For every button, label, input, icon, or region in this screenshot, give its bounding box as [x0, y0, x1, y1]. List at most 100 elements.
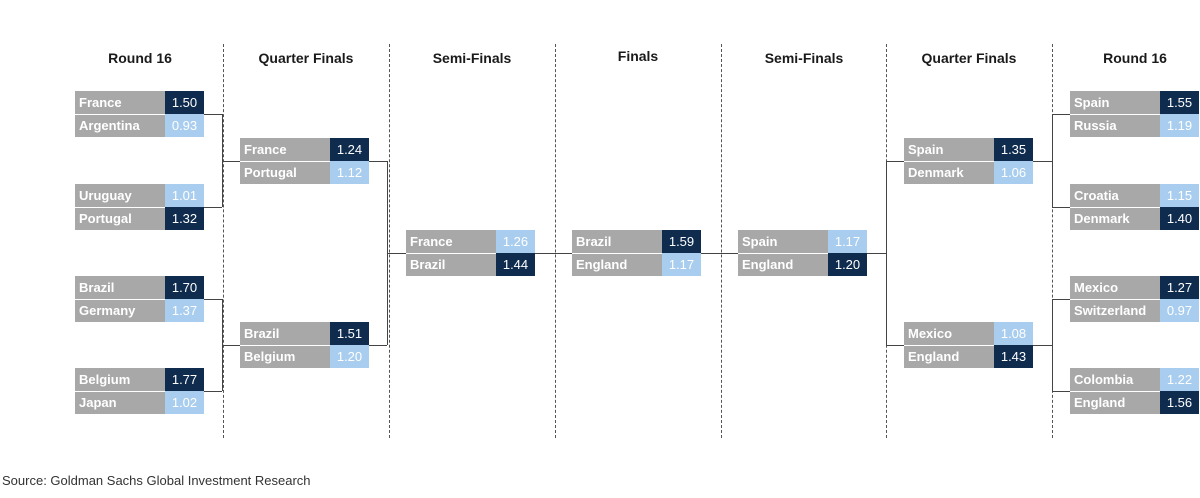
team-row: Colombia 1.22 [1070, 368, 1199, 391]
bracket-line [886, 161, 904, 162]
team-row: England 1.20 [738, 253, 867, 276]
team-name: Spain [1070, 91, 1160, 114]
team-name: England [1070, 391, 1160, 414]
team-score: 1.32 [165, 207, 204, 230]
team-row: Portugal 1.12 [240, 161, 369, 184]
team-divider [75, 391, 165, 392]
bracket-line [1052, 114, 1053, 207]
team-name: Denmark [904, 161, 994, 184]
team-name: England [572, 253, 662, 276]
bracket-line [1052, 114, 1070, 115]
team-row: Mexico 1.08 [904, 322, 1033, 345]
team-score: 1.77 [165, 368, 204, 391]
team-score: 1.19 [1160, 114, 1199, 137]
team-divider [1070, 207, 1160, 208]
bracket-line [1033, 345, 1052, 346]
team-divider [904, 345, 994, 346]
team-divider [738, 253, 828, 254]
team-row: Spain 1.35 [904, 138, 1033, 161]
team-score: 1.15 [1160, 184, 1199, 207]
team-name: England [904, 345, 994, 368]
team-divider [904, 161, 994, 162]
team-row: France 1.24 [240, 138, 369, 161]
round-title-left-r16: Round 16 [108, 50, 172, 66]
team-score: 1.59 [662, 230, 701, 253]
team-name: Brazil [240, 322, 330, 345]
team-name: Uruguay [75, 184, 165, 207]
team-score: 1.44 [496, 253, 535, 276]
team-row: Germany 1.37 [75, 299, 204, 322]
team-row: England 1.17 [572, 253, 701, 276]
team-name: Belgium [240, 345, 330, 368]
team-divider [75, 207, 165, 208]
team-divider [1070, 114, 1160, 115]
team-score: 0.97 [1160, 299, 1199, 322]
team-score: 1.20 [330, 345, 369, 368]
team-score: 1.40 [1160, 207, 1199, 230]
team-score: 1.06 [994, 161, 1033, 184]
team-row: Croatia 1.15 [1070, 184, 1199, 207]
team-name: England [738, 253, 828, 276]
team-divider [1070, 391, 1160, 392]
team-score: 1.56 [1160, 391, 1199, 414]
team-row: France 1.26 [406, 230, 535, 253]
team-name: Argentina [75, 114, 165, 137]
team-name: France [75, 91, 165, 114]
team-row: Spain 1.55 [1070, 91, 1199, 114]
team-score: 1.22 [1160, 368, 1199, 391]
team-name: Germany [75, 299, 165, 322]
bracket-line [204, 391, 222, 392]
team-score: 0.93 [165, 114, 204, 137]
bracket-line [1052, 299, 1053, 391]
team-divider [240, 161, 330, 162]
team-score: 1.27 [1160, 276, 1199, 299]
team-row: England 1.56 [1070, 391, 1199, 414]
bracket-line [1052, 207, 1070, 208]
column-separator [721, 44, 722, 438]
team-row: Denmark 1.06 [904, 161, 1033, 184]
column-separator [223, 44, 224, 438]
team-name: Switzerland [1070, 299, 1160, 322]
team-divider [406, 253, 496, 254]
team-score: 1.02 [165, 391, 204, 414]
team-score: 1.51 [330, 322, 369, 345]
team-row: Brazil 1.51 [240, 322, 369, 345]
team-name: France [406, 230, 496, 253]
bracket-line [701, 253, 738, 254]
team-name: Japan [75, 391, 165, 414]
team-score: 1.12 [330, 161, 369, 184]
column-separator [389, 44, 390, 438]
team-score: 1.01 [165, 184, 204, 207]
round-title-right-r16: Round 16 [1103, 50, 1167, 66]
team-name: Spain [904, 138, 994, 161]
team-row: France 1.50 [75, 91, 204, 114]
team-name: Portugal [75, 207, 165, 230]
round-title-right-qf: Quarter Finals [921, 50, 1017, 66]
team-row: Spain 1.17 [738, 230, 867, 253]
team-name: Mexico [904, 322, 994, 345]
bracket-line [535, 253, 572, 254]
team-row: Mexico 1.27 [1070, 276, 1199, 299]
team-divider [75, 299, 165, 300]
team-score: 1.35 [994, 138, 1033, 161]
source-note: Source: Goldman Sachs Global Investment … [2, 473, 311, 488]
team-name: Russia [1070, 114, 1160, 137]
team-name: Belgium [75, 368, 165, 391]
team-divider [75, 114, 165, 115]
team-row: Switzerland 0.97 [1070, 299, 1199, 322]
team-score: 1.37 [165, 299, 204, 322]
bracket-line [222, 160, 240, 162]
team-score: 1.43 [994, 345, 1033, 368]
team-row: England 1.43 [904, 345, 1033, 368]
team-name: Mexico [1070, 276, 1160, 299]
team-score: 1.50 [165, 91, 204, 114]
team-name: Denmark [1070, 207, 1160, 230]
bracket-line [867, 253, 886, 254]
team-score: 1.70 [165, 276, 204, 299]
team-score: 1.17 [828, 230, 867, 253]
team-row: Japan 1.02 [75, 391, 204, 414]
team-name: France [240, 138, 330, 161]
bracket-line [204, 299, 222, 300]
team-row: Uruguay 1.01 [75, 184, 204, 207]
